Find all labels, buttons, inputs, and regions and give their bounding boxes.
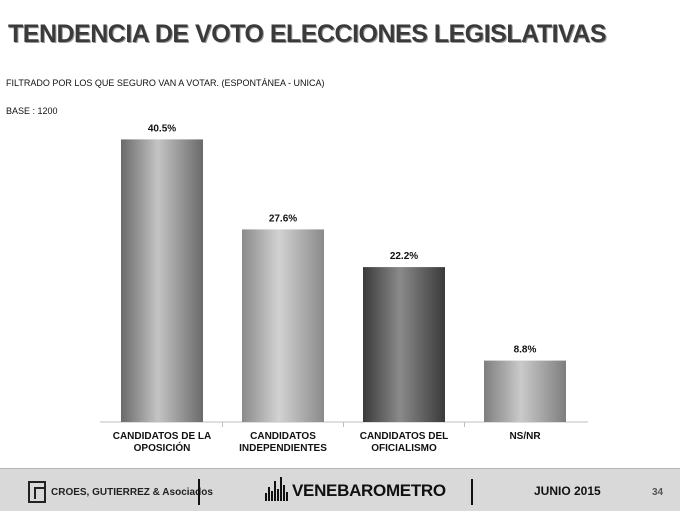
category-label: CANDIDATOS DE LA: [113, 431, 212, 442]
page-title: TENDENCIA DE VOTO ELECCIONES LEGISLATIVA…: [8, 20, 607, 48]
chart-subtitle: FILTRADO POR LOS QUE SEGURO VAN A VOTAR.…: [6, 78, 325, 88]
data-label: 40.5%: [148, 123, 176, 134]
croes-gutierrez-logo: CROES, GUTIERREZ & Asociados: [28, 481, 213, 503]
category-label: OPOSICIÓN: [134, 441, 191, 454]
bar: [484, 360, 566, 422]
sample-base: BASE : 1200: [6, 106, 58, 116]
venebarometro-logo-text: VENEBAROMETRO: [292, 481, 446, 500]
data-label: 22.2%: [390, 251, 418, 262]
category-label: INDEPENDIENTES: [239, 443, 327, 454]
bar-chart: 40.5% 27.6% 22.2% 8.8% CANDIDATOS DE LAOPOS…: [100, 123, 588, 454]
croes-gutierrez-logo-text: CROES, GUTIERREZ & Asociados: [51, 486, 213, 498]
page-number: 34: [652, 487, 664, 498]
footer-bar: CROES, GUTIERREZ & Asociados VENEBAROMET…: [0, 468, 680, 511]
footer-divider: [198, 479, 200, 505]
report-date: JUNIO 2015: [534, 484, 601, 498]
category-label: CANDIDATOS DEL: [360, 431, 449, 442]
data-label: 27.6%: [269, 213, 297, 224]
bar: [242, 229, 324, 422]
data-label: 8.8%: [514, 345, 537, 356]
venebarometro-logo: VENEBAROMETRO: [265, 477, 446, 501]
cga-mark-icon: [28, 481, 46, 503]
bar: [363, 267, 445, 422]
category-label: OFICIALISMO: [371, 443, 437, 454]
bar: [121, 139, 203, 422]
footer-divider: [471, 479, 473, 505]
category-label: NS/NR: [509, 431, 541, 442]
bar-graph-icon: [265, 477, 289, 501]
category-label: CANDIDATOS: [250, 431, 316, 442]
